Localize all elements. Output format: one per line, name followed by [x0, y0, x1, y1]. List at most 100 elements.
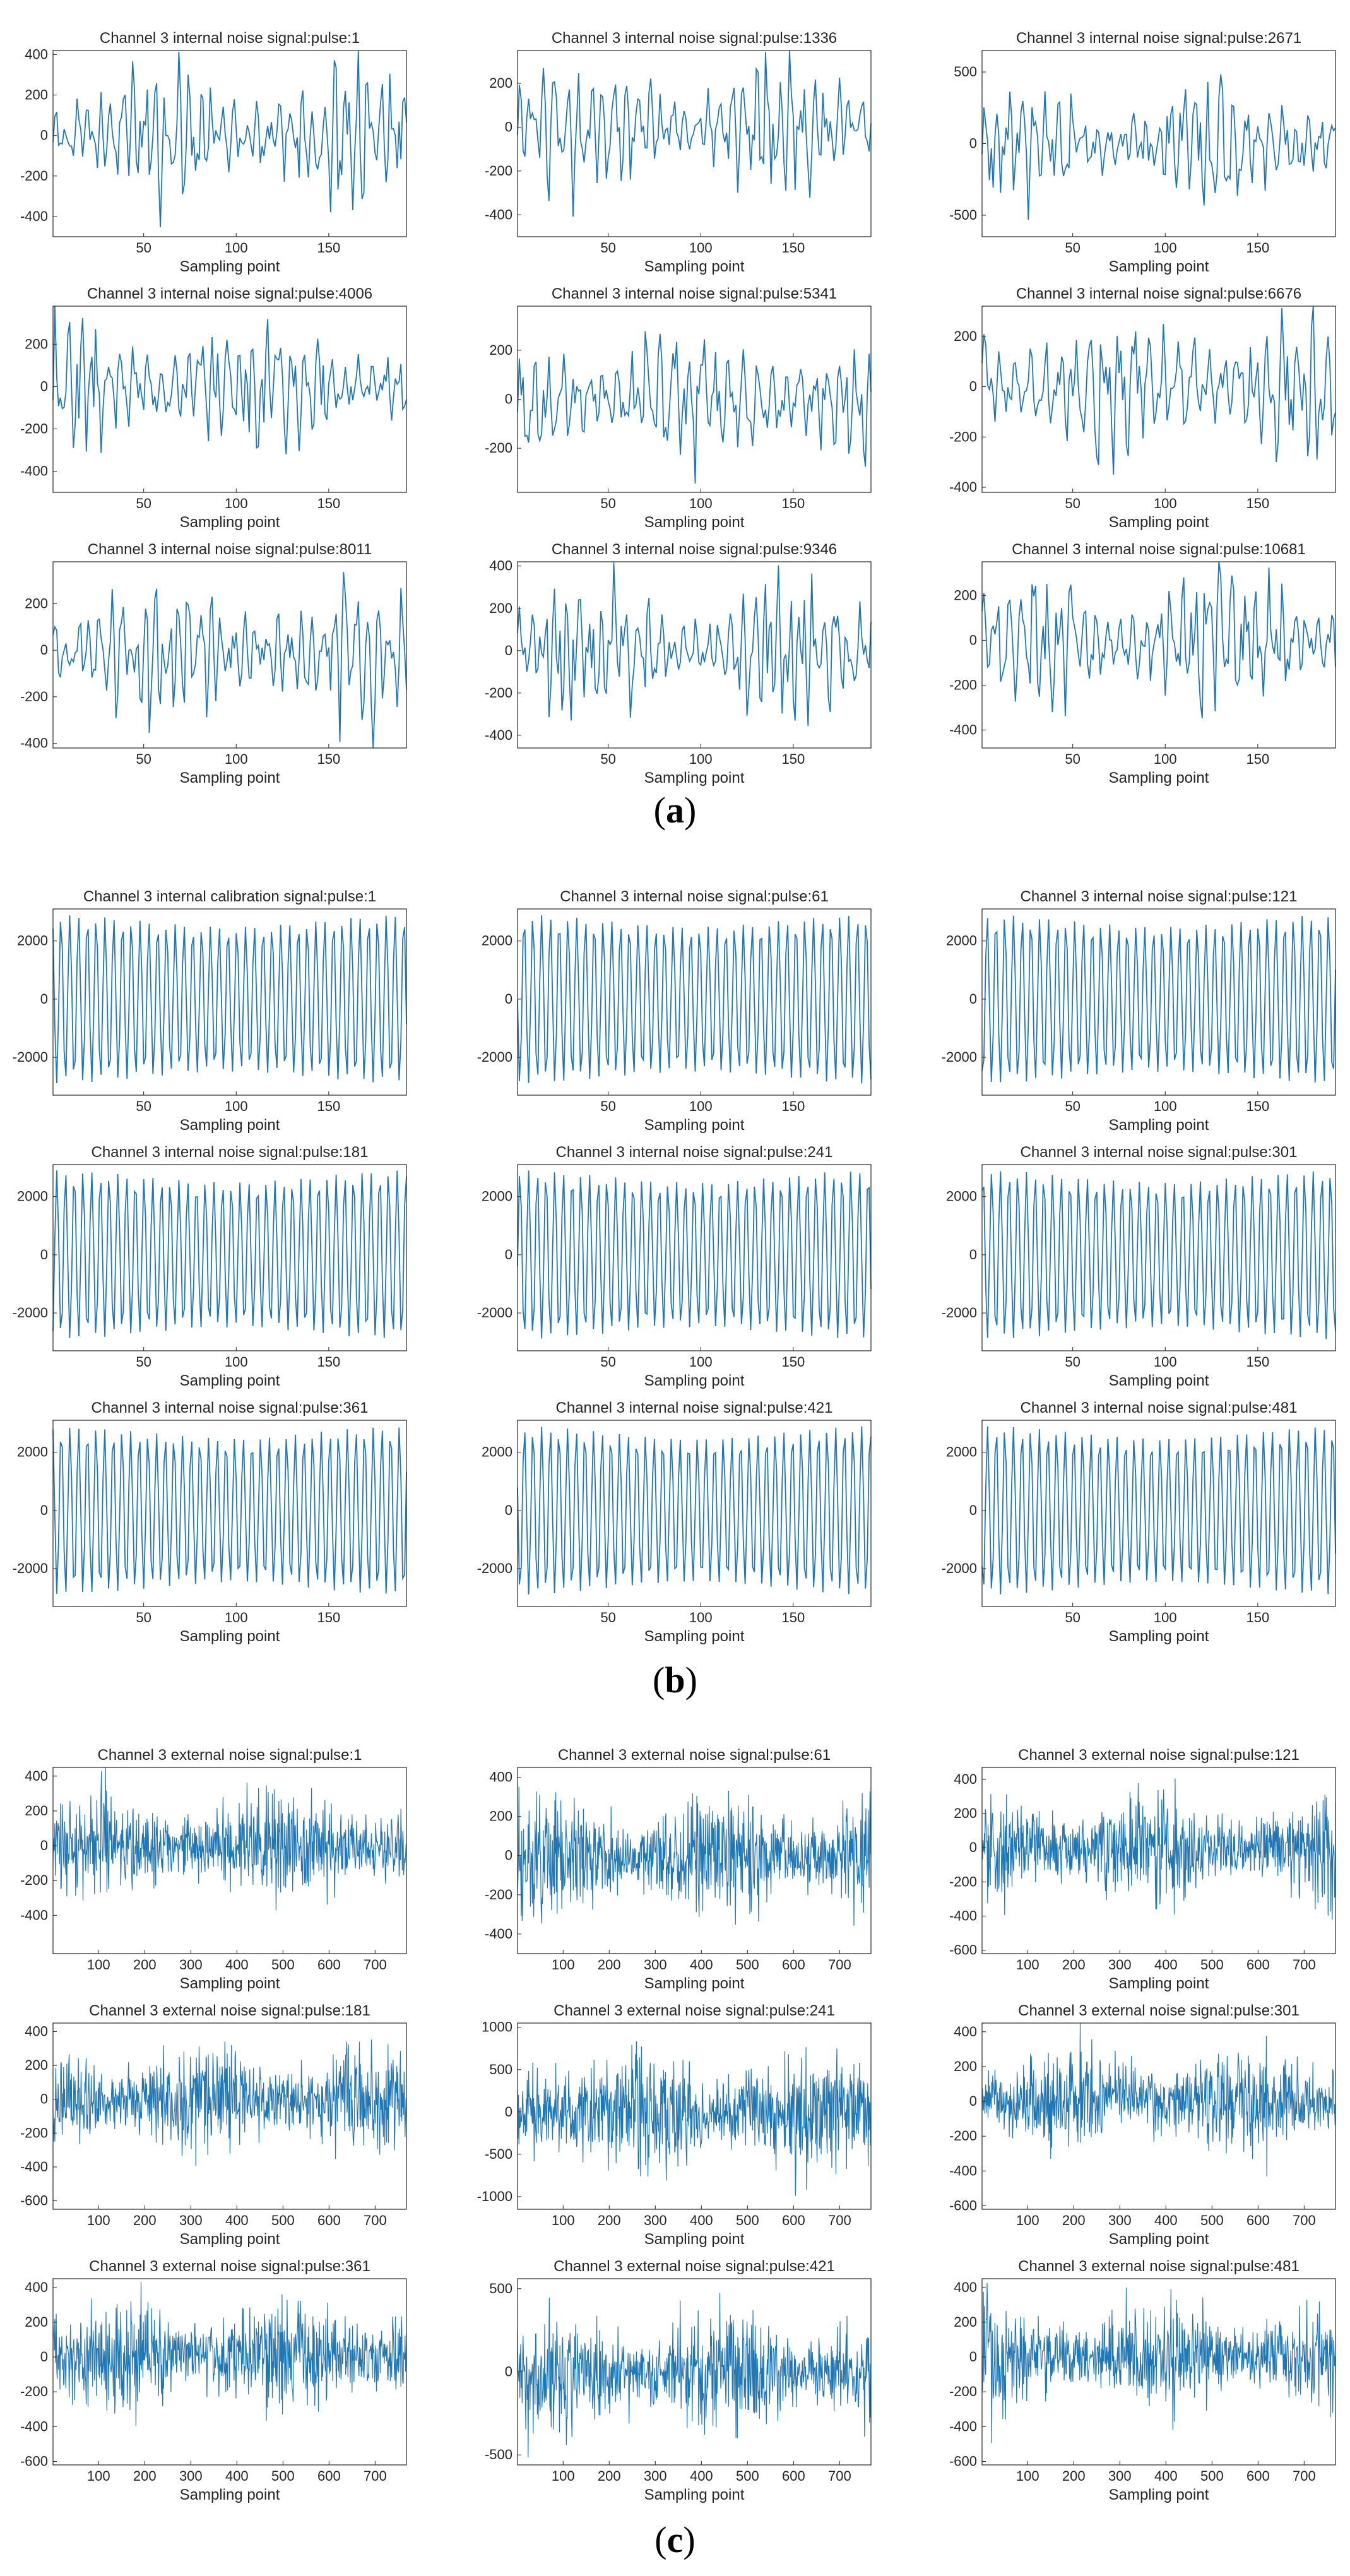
subplot-a-8: Channel 3 internal noise signal:pulse:93…	[485, 541, 872, 786]
x-tick-label: 150	[317, 240, 340, 256]
x-axis-label: Sampling point	[644, 2231, 745, 2248]
subplot-title: Channel 3 internal noise signal:pulse:12…	[1021, 888, 1298, 905]
x-tick-label: 400	[225, 2468, 249, 2484]
y-tick-label: -2000	[477, 1560, 512, 1576]
x-tick-label: 400	[1154, 2212, 1178, 2228]
x-tick-label: 400	[690, 2468, 713, 2484]
x-tick-label: 400	[225, 2212, 249, 2228]
x-tick-label: 50	[600, 751, 615, 767]
axes-box	[981, 908, 1336, 1096]
x-axis-label: Sampling point	[644, 2486, 745, 2503]
subplot-title: Channel 3 internal noise signal:pulse:1	[100, 30, 360, 47]
x-tick-label: 400	[690, 2212, 713, 2228]
x-tick-label: 300	[644, 2468, 667, 2484]
y-tick-label: 200	[25, 336, 48, 352]
x-axis-label: Sampling point	[1109, 2231, 1209, 2248]
x-tick-label: 150	[1246, 751, 1269, 767]
x-axis-label: Sampling point	[180, 769, 280, 786]
x-tick-label: 300	[644, 2212, 667, 2228]
x-tick-label: 100	[689, 1098, 713, 1114]
x-tick-label: 50	[136, 496, 151, 511]
y-tick-label: 0	[40, 128, 48, 143]
y-tick-label: 0	[505, 119, 512, 134]
panel-label-b: (b)	[653, 1659, 697, 1701]
y-tick-label: -600	[949, 1942, 977, 1958]
y-tick-label: 2000	[17, 1189, 48, 1204]
x-tick-label: 50	[136, 240, 151, 256]
y-tick-label: 0	[40, 1247, 48, 1262]
y-tick-label: 200	[954, 587, 977, 603]
x-tick-label: 50	[136, 1610, 151, 1625]
x-tick-label: 150	[781, 1098, 805, 1114]
y-tick-label: -600	[20, 2193, 48, 2209]
y-tick-label: -600	[20, 2453, 48, 2469]
x-axis-label: Sampling point	[180, 1628, 280, 1645]
y-tick-label: -400	[949, 1908, 977, 1923]
y-tick-label: 200	[954, 2058, 977, 2074]
subplot-title: Channel 3 internal noise signal:pulse:18…	[92, 1144, 369, 1161]
x-tick-label: 100	[1016, 2468, 1039, 2484]
axes-box	[517, 1164, 872, 1351]
subplot-title: Channel 3 external noise signal:pulse:30…	[1018, 2002, 1300, 2019]
x-tick-label: 100	[225, 751, 248, 767]
x-tick-label: 100	[225, 496, 248, 511]
y-tick-label: 0	[505, 991, 512, 1007]
y-tick-label: -2000	[13, 1560, 48, 1576]
y-tick-label: 400	[954, 2279, 977, 2295]
subplot-title: Channel 3 internal noise signal:pulse:93…	[552, 541, 837, 558]
x-tick-label: 50	[1065, 751, 1080, 767]
x-axis-label: Sampling point	[180, 2231, 280, 2248]
subplot-c-1: Channel 3 external noise signal:pulse:1 1…	[20, 1747, 407, 1992]
x-tick-label: 150	[1246, 240, 1269, 256]
axes-box	[52, 1164, 407, 1351]
y-tick-label: 200	[489, 342, 512, 358]
axes-box	[981, 50, 1336, 237]
signal-line	[52, 915, 407, 1084]
y-tick-label: -200	[949, 1873, 977, 1889]
signal-line	[52, 1170, 407, 1338]
y-tick-label: 0	[969, 1839, 977, 1855]
x-tick-label: 500	[271, 1957, 295, 1973]
x-tick-label: 100	[552, 1957, 575, 1973]
y-tick-label: 0	[40, 2091, 48, 2107]
y-tick-label: -400	[949, 479, 977, 495]
axes-box	[517, 1420, 872, 1607]
signal-line	[981, 561, 1336, 719]
y-tick-label: -200	[485, 685, 512, 701]
subplot-title: Channel 3 internal noise signal:pulse:42…	[556, 1399, 833, 1416]
subplot-title: Channel 3 external noise signal:pulse:42…	[554, 2258, 835, 2275]
axes-box	[52, 2278, 407, 2466]
y-tick-label: 0	[969, 379, 977, 395]
panel-label-c: (c)	[654, 2519, 696, 2560]
subplot-b-3: Channel 3 internal noise signal:pulse:12…	[942, 888, 1336, 1134]
subplot-c-2: Channel 3 external noise signal:pulse:61…	[485, 1747, 872, 1992]
x-tick-label: 200	[133, 2212, 157, 2228]
subplot-c-8: Channel 3 external noise signal:pulse:42…	[485, 2258, 872, 2503]
x-tick-label: 700	[1293, 2212, 1316, 2228]
x-tick-label: 100	[689, 496, 713, 511]
x-tick-label: 150	[1246, 1354, 1269, 1370]
y-tick-label: 0	[505, 391, 512, 407]
x-tick-label: 500	[271, 2212, 295, 2228]
x-tick-label: 300	[1108, 2212, 1132, 2228]
y-tick-label: 500	[489, 2062, 512, 2077]
x-tick-label: 700	[828, 2212, 851, 2228]
y-tick-label: -200	[20, 2125, 48, 2140]
y-tick-label: 0	[40, 1837, 48, 1853]
y-tick-label: -200	[485, 440, 512, 456]
x-axis-label: Sampling point	[644, 1628, 745, 1645]
axes-box	[52, 1420, 407, 1607]
y-tick-label: 2000	[17, 1444, 48, 1460]
x-tick-label: 600	[317, 1957, 341, 1973]
signal-line	[52, 572, 407, 749]
axes-box	[52, 2022, 407, 2210]
y-tick-label: -400	[485, 1926, 512, 1942]
x-tick-label: 600	[317, 2468, 341, 2484]
x-axis-label: Sampling point	[644, 1975, 745, 1992]
subplot-title: Channel 3 internal noise signal:pulse:53…	[552, 285, 837, 302]
x-tick-label: 50	[1065, 1354, 1080, 1370]
y-tick-label: -200	[485, 1887, 512, 1902]
signal-line	[517, 331, 872, 484]
x-tick-label: 300	[179, 1957, 203, 1973]
y-tick-label: -500	[485, 2146, 512, 2162]
